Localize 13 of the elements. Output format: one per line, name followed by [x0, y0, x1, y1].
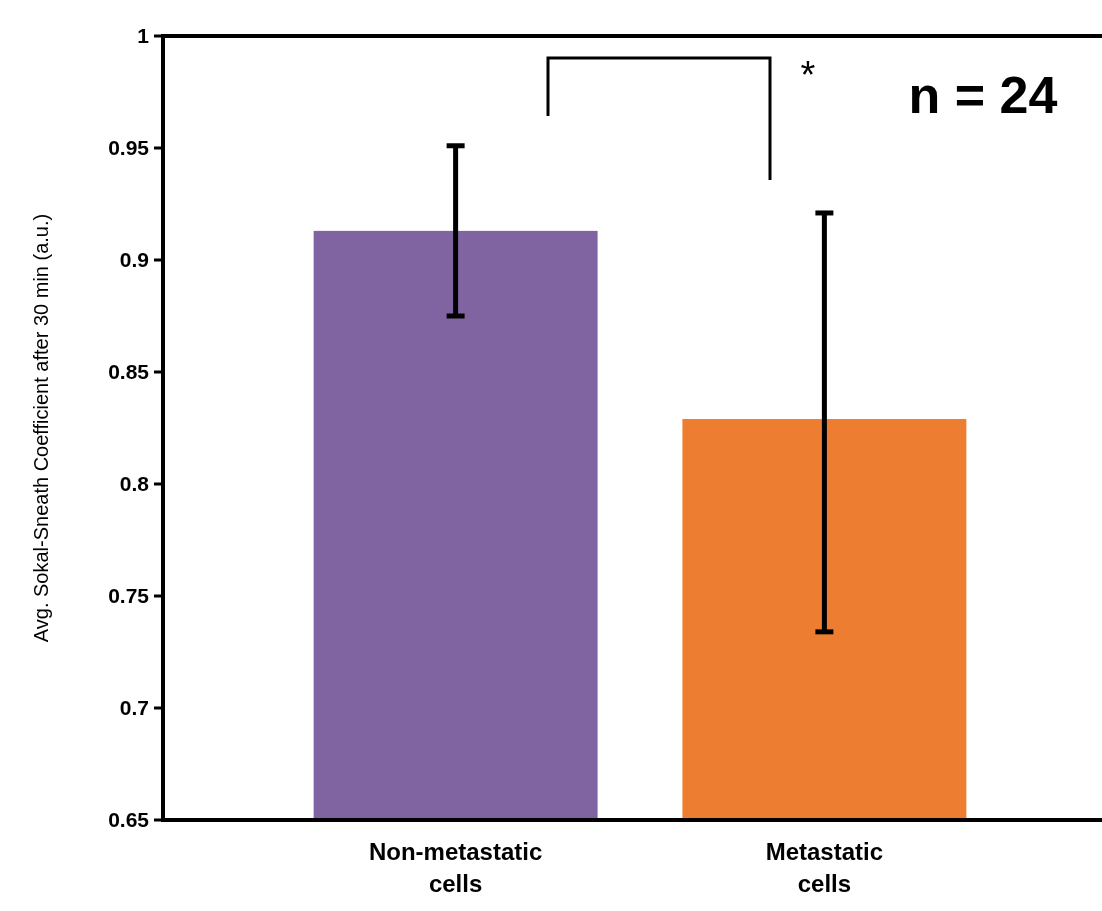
annotation: n = 24: [908, 66, 1058, 124]
x-tick-label: Metastatic cells: [765, 838, 884, 897]
y-tick-label: 0.8: [119, 472, 150, 496]
y-tick-label: 0.75: [108, 584, 150, 608]
annotation: *: [800, 54, 816, 96]
y-tick-label: 0.7: [119, 696, 149, 720]
y-tick-label: 0.65: [108, 808, 150, 832]
y-tick-label: 0.9: [119, 248, 149, 272]
x-tick-label: Non-metastatic cells: [368, 838, 543, 897]
y-tick-label: 1: [137, 24, 150, 48]
y-tick-label: 0.95: [108, 136, 150, 160]
y-axis-title: Avg. Sokal-Sneath Coefficient after 30 min (a.u.): [30, 213, 52, 643]
y-tick-label: 0.85: [108, 360, 150, 384]
